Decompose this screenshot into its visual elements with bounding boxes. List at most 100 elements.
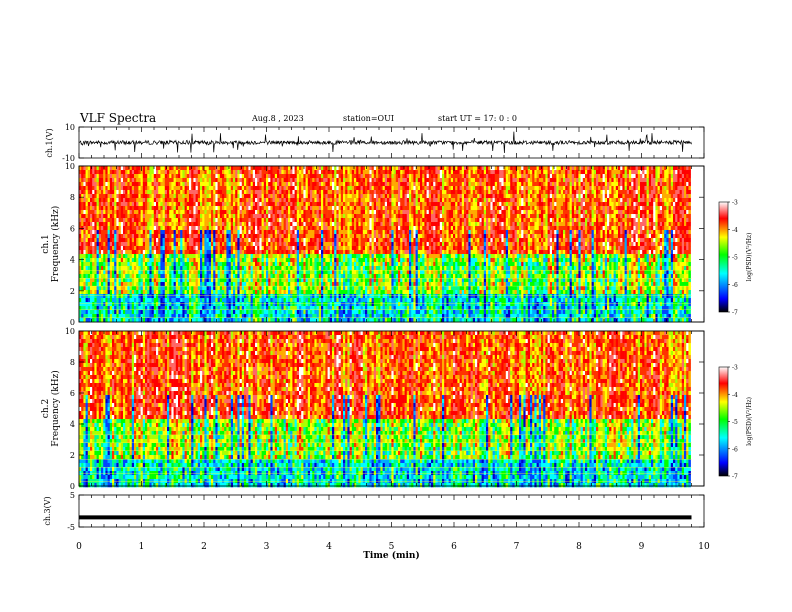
spectrogram-cell <box>92 310 95 314</box>
spectrogram-cell <box>185 166 188 170</box>
spectrogram-cell <box>138 178 141 182</box>
spectrogram-cell <box>235 206 238 210</box>
spectrogram-cell <box>152 278 155 282</box>
spectrogram-cell <box>110 242 113 246</box>
spectrogram-cell <box>196 178 199 182</box>
spectrogram-cell <box>169 230 172 234</box>
spectrogram-cell <box>207 218 210 222</box>
spectrogram-cell <box>328 262 331 266</box>
spectrogram-cell <box>259 166 262 170</box>
spectrogram-cell <box>336 198 339 202</box>
spectrogram-cell <box>314 174 317 178</box>
spectrogram-cell <box>303 222 306 226</box>
spectrogram-cell <box>312 210 315 214</box>
spectrogram-cell <box>163 310 166 314</box>
spectrogram-cell <box>270 226 273 230</box>
spectrogram-cell <box>301 198 304 202</box>
spectrogram-cell <box>134 266 137 270</box>
ch1-waveform-panel: 10-10ch.1(V) <box>45 123 704 163</box>
spectrogram-cell <box>279 206 282 210</box>
spectrogram-cell <box>185 214 188 218</box>
spectrogram-cell <box>264 206 267 210</box>
spectrogram-cell <box>174 262 177 266</box>
spectrogram-cell <box>339 242 342 246</box>
spectrogram-cell <box>83 206 86 210</box>
spectrogram-cell <box>125 274 128 278</box>
spectrogram-cell <box>246 282 249 286</box>
spectrogram-cell <box>180 302 183 306</box>
spectrogram-cell <box>224 198 227 202</box>
spectrogram-cell <box>237 258 240 262</box>
spectrogram-cell <box>158 250 161 254</box>
spectrogram-cell <box>119 282 122 286</box>
spectrogram-cell <box>275 274 278 278</box>
spectrogram-cell <box>350 242 353 246</box>
spectrogram-cell <box>266 190 269 194</box>
spectrogram-cell <box>264 178 267 182</box>
spectrogram-cell <box>116 230 119 234</box>
spectrogram-cell <box>301 314 304 318</box>
spectrogram-cell <box>224 290 227 294</box>
spectrogram-cell <box>207 298 210 302</box>
spectrogram-cell <box>121 254 124 258</box>
spectrogram-cell <box>237 310 240 314</box>
spectrogram-cell <box>251 286 254 290</box>
spectrogram-cell <box>156 218 159 222</box>
spectrogram-cell <box>189 206 192 210</box>
spectrogram-cell <box>334 246 337 250</box>
spectrogram-cell <box>253 186 256 190</box>
spectrogram-cell <box>248 294 251 298</box>
spectrogram-cell <box>141 302 144 306</box>
spectrogram-cell <box>253 206 256 210</box>
spectrogram-cell <box>152 174 155 178</box>
spectrogram-cell <box>244 214 247 218</box>
spectrogram-cell <box>169 298 172 302</box>
spectrogram-cell <box>292 186 295 190</box>
spectrogram-cell <box>174 266 177 270</box>
spectrogram-cell <box>310 190 313 194</box>
spectrogram-cell <box>156 242 159 246</box>
spectrogram-cell <box>182 230 185 234</box>
spectrogram-cell <box>185 278 188 282</box>
spectrogram-cell <box>94 234 97 238</box>
spectrogram-cell <box>110 238 113 242</box>
spectrogram-cell <box>319 298 322 302</box>
spectrogram-cell <box>97 182 100 186</box>
spectrogram-cell <box>246 186 249 190</box>
spectrogram-cell <box>332 310 335 314</box>
spectrogram-cell <box>240 262 243 266</box>
spectrogram-cell <box>229 170 232 174</box>
spectrogram-cell <box>198 174 201 178</box>
spectrogram-cell <box>198 254 201 258</box>
spectrogram-cell <box>255 246 258 250</box>
spectrogram-cell <box>306 166 309 170</box>
spectrogram-cell <box>297 310 300 314</box>
spectrogram-cell <box>185 290 188 294</box>
spectrogram-cell <box>352 218 355 222</box>
spectrogram-cell <box>345 190 348 194</box>
spectrogram-cell <box>182 206 185 210</box>
spectrogram-cell <box>292 298 295 302</box>
spectrogram-cell <box>110 286 113 290</box>
spectrogram-cell <box>290 202 293 206</box>
spectrogram-cell <box>312 234 315 238</box>
spectrogram-cell <box>97 190 100 194</box>
spectrogram-cell <box>231 282 234 286</box>
spectrogram-cell <box>134 294 137 298</box>
spectrogram-cell <box>97 254 100 258</box>
spectrogram-cell <box>343 230 346 234</box>
spectrogram-cell <box>288 274 291 278</box>
spectrogram-cell <box>191 266 194 270</box>
spectrogram-cell <box>99 178 102 182</box>
spectrogram-cell <box>105 258 108 262</box>
spectrogram-cell <box>134 202 137 206</box>
spectrogram-cell <box>125 202 128 206</box>
spectrogram-cell <box>182 218 185 222</box>
spectrogram-cell <box>196 298 199 302</box>
spectrogram-cell <box>123 246 126 250</box>
spectrogram-cell <box>231 286 234 290</box>
spectrogram-cell <box>204 202 207 206</box>
spectrogram-cell <box>323 262 326 266</box>
spectrogram-cell <box>277 278 280 282</box>
spectrogram-cell <box>160 214 163 218</box>
